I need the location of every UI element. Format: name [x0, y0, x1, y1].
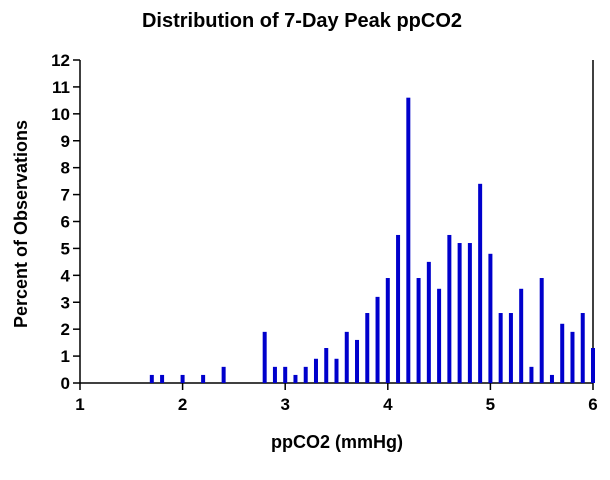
- y-tick-label: 5: [61, 239, 70, 258]
- histogram-bar: [498, 313, 503, 383]
- histogram-bar: [365, 313, 370, 383]
- histogram-bar: [221, 366, 226, 383]
- histogram-bar: [549, 374, 554, 383]
- histogram-bar: [591, 348, 595, 383]
- y-tick-label: 11: [52, 78, 70, 97]
- histogram-bar: [560, 323, 565, 383]
- x-tick-label: 5: [486, 395, 495, 414]
- histogram-bar: [426, 261, 431, 384]
- histogram-bar: [293, 374, 298, 383]
- histogram-bar: [539, 278, 544, 383]
- histogram-bar: [437, 288, 442, 383]
- histogram-bar: [334, 358, 339, 383]
- chart-title: Distribution of 7-Day Peak ppCO2: [142, 10, 462, 32]
- histogram-bar: [396, 234, 401, 383]
- y-tick-label: 4: [61, 266, 71, 285]
- x-tick-label: 3: [280, 395, 289, 414]
- plot-area: [79, 60, 594, 384]
- histogram-bar: [457, 243, 462, 383]
- x-tick-label: 2: [178, 395, 187, 414]
- histogram-bar: [303, 366, 308, 383]
- histogram-bar: [272, 366, 277, 383]
- x-tick-label: 4: [383, 395, 393, 414]
- histogram-bar: [344, 331, 349, 383]
- x-axis-ticks: 1 2 3 4 5 6: [75, 383, 598, 414]
- x-axis-label: ppCO2 (mmHg): [271, 432, 403, 452]
- histogram-bar: [488, 253, 493, 383]
- histogram-bar: [478, 183, 483, 383]
- histogram-bar: [355, 339, 360, 383]
- y-tick-label: 6: [61, 213, 70, 232]
- histogram-bar: [447, 234, 452, 383]
- histogram-bar: [508, 313, 513, 383]
- y-tick-label: 3: [61, 293, 70, 312]
- y-tick-label: 2: [61, 320, 70, 339]
- bars: [149, 97, 595, 384]
- histogram-bar: [529, 366, 534, 383]
- y-tick-label: 9: [61, 132, 70, 151]
- histogram-bar: [149, 374, 154, 383]
- y-tick-label: 7: [61, 186, 70, 205]
- x-tick-label: 6: [588, 395, 597, 414]
- histogram-bar: [406, 97, 411, 384]
- histogram-bar: [570, 331, 575, 383]
- histogram-bar: [160, 374, 165, 383]
- histogram-bar: [375, 296, 380, 383]
- histogram-bar: [262, 331, 267, 383]
- histogram-bar: [416, 278, 421, 383]
- histogram-bar: [519, 288, 524, 383]
- y-tick-label: 0: [61, 374, 70, 393]
- histogram-bar: [467, 243, 472, 383]
- histogram-bar: [201, 374, 206, 383]
- histogram-bar: [283, 366, 288, 383]
- y-tick-label: 10: [51, 105, 70, 124]
- histogram-bar: [580, 313, 585, 383]
- y-axis-label: Percent of Observations: [11, 120, 31, 328]
- y-tick-label: 8: [61, 159, 70, 178]
- histogram-bar: [313, 358, 318, 383]
- y-tick-label: 12: [51, 51, 70, 70]
- y-tick-label: 1: [61, 347, 70, 366]
- histogram-bar: [324, 348, 329, 383]
- histogram-bar: [180, 374, 185, 383]
- x-tick-label: 1: [75, 395, 84, 414]
- histogram-bar: [385, 278, 390, 383]
